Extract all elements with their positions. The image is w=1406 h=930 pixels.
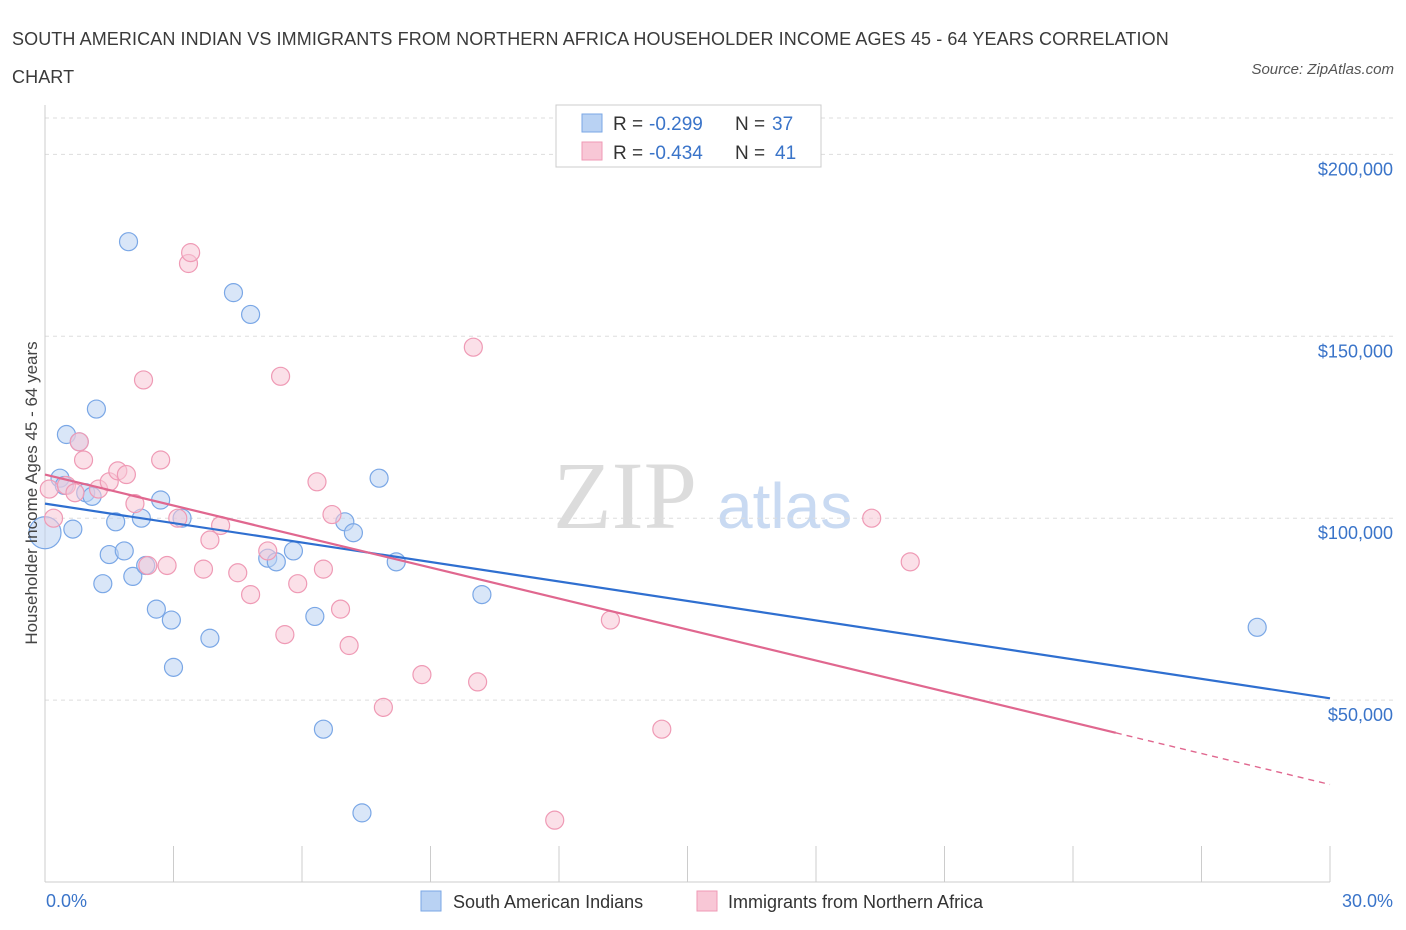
point-series0-9: [93, 574, 113, 594]
point-series1-19: [200, 530, 220, 550]
point-series0-29: [313, 719, 334, 739]
legend-swatch-blue: [581, 113, 603, 133]
x-tick-label-max: 30.0%: [1342, 891, 1393, 911]
legend-r-label-2: R =: [613, 143, 643, 164]
point-series0-12: [114, 541, 134, 561]
point-series0-33: [369, 468, 389, 488]
point-series0-4: [63, 519, 83, 539]
point-series1-11: [133, 370, 154, 390]
point-series0-28: [305, 606, 325, 627]
point-series1-12: [138, 555, 158, 576]
point-series1-31: [339, 635, 359, 656]
point-series1-10: [125, 494, 145, 514]
legend-n-value-1: 37: [772, 114, 793, 135]
y-tick-label-0: $50,000: [1328, 705, 1393, 725]
watermark-atlas: atlas: [717, 470, 852, 542]
point-series1-3: [65, 483, 85, 503]
legend-r-value-2: -0.434: [649, 143, 703, 164]
point-series1-30: [330, 599, 351, 619]
watermark-zip: ZIP: [553, 442, 697, 549]
point-series1-5: [73, 450, 94, 470]
legend-swatch-pink: [581, 141, 603, 161]
point-series0-36: [1247, 617, 1267, 637]
point-series1-17: [181, 243, 201, 263]
trend-lines: [44, 473, 1331, 786]
point-series0-13: [118, 232, 139, 252]
point-series1-25: [275, 625, 295, 645]
point-series1-13: [151, 450, 171, 470]
point-series0-22: [200, 628, 220, 648]
point-series1-32: [373, 697, 393, 717]
point-series0-11: [106, 512, 126, 532]
point-series1-40: [900, 552, 920, 572]
series-legend: South American Indians Immigrants from N…: [420, 890, 984, 912]
point-series1-0: [39, 479, 59, 499]
point-series0-17: [146, 599, 166, 619]
point-series1-14: [157, 555, 177, 576]
trend-line-series0: [44, 502, 1331, 700]
x-tick-label-min: 0.0%: [46, 891, 87, 911]
point-series1-1: [43, 508, 64, 528]
legend-r-value-1: -0.299: [649, 114, 703, 135]
legend-label-south-american-indians: South American Indians: [453, 892, 643, 912]
point-series1-24: [270, 366, 291, 386]
correlation-legend: R = -0.299 N = 37 R = -0.434 N = 41: [555, 104, 822, 168]
trend-line-series1: [44, 473, 1117, 734]
y-tick-label-2: $150,000: [1318, 341, 1393, 361]
point-series1-38: [652, 719, 672, 739]
point-series1-35: [468, 672, 488, 692]
point-series1-21: [228, 563, 248, 583]
point-series0-20: [163, 657, 184, 677]
point-series0-27: [283, 541, 304, 561]
legend-swatch-south-american-indians: [420, 890, 442, 912]
y-tick-label-3: $200,000: [1318, 159, 1393, 179]
point-series0-8: [86, 399, 107, 419]
point-series0-31: [343, 523, 363, 543]
point-series1-37: [600, 610, 621, 630]
source-label: Source: ZipAtlas.com: [1251, 61, 1394, 78]
point-series1-39: [862, 508, 882, 528]
point-series1-26: [288, 574, 308, 594]
point-series1-4: [69, 432, 89, 452]
y-tick-labels: $50,000 $100,000 $150,000 $200,000: [1318, 159, 1393, 725]
point-series0-19: [161, 610, 181, 630]
point-series1-18: [193, 559, 214, 579]
legend-label-immigrants-northern-africa: Immigrants from Northern Africa: [728, 892, 984, 912]
data-points: [28, 232, 1267, 830]
point-series1-9: [116, 464, 136, 485]
point-series1-34: [463, 337, 483, 357]
point-series0-32: [352, 803, 372, 823]
point-series1-29: [322, 504, 342, 525]
point-series1-27: [307, 472, 327, 492]
legend-r-label-1: R =: [613, 114, 643, 135]
legend-n-value-2: 41: [775, 143, 796, 164]
legend-n-label-1: N =: [735, 114, 765, 135]
point-series1-28: [313, 559, 334, 579]
point-series0-14: [123, 566, 143, 587]
point-series1-36: [545, 810, 565, 830]
gridlines: [45, 117, 1395, 701]
point-series1-23: [258, 541, 278, 561]
trend-line-dashed-series1: [1115, 732, 1331, 786]
chart-title: SOUTH AMERICAN INDIAN VS IMMIGRANTS FROM…: [12, 29, 1169, 87]
point-series0-24: [241, 304, 261, 325]
y-axis-label: Householder Income Ages 45 - 64 years: [22, 341, 41, 644]
point-series1-33: [412, 665, 432, 685]
point-series1-22: [241, 584, 261, 605]
legend-n-label-2: N =: [735, 143, 765, 164]
legend-swatch-immigrants-northern-africa: [696, 890, 718, 912]
y-tick-label-1: $100,000: [1318, 523, 1393, 543]
point-series0-23: [223, 283, 244, 303]
point-series0-35: [472, 584, 492, 605]
